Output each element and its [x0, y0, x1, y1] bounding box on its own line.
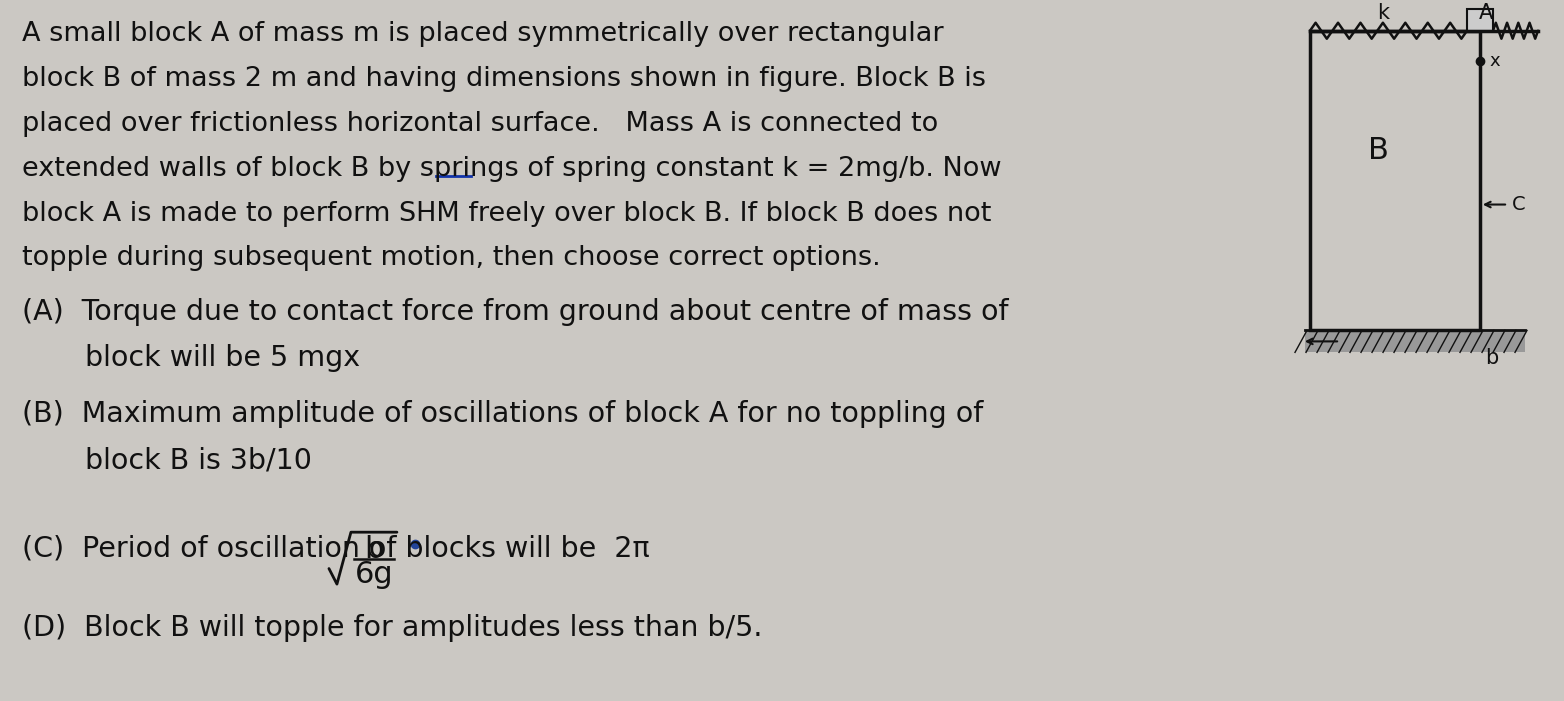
- Text: extended walls of block B by springs of spring constant k = 2mg/b. Now: extended walls of block B by springs of …: [22, 156, 1001, 182]
- Text: b: b: [364, 535, 383, 564]
- Text: (B)  Maximum amplitude of oscillations of block A for no toppling of: (B) Maximum amplitude of oscillations of…: [22, 400, 984, 428]
- Text: A small block A of mass m is placed symmetrically over rectangular: A small block A of mass m is placed symm…: [22, 21, 943, 47]
- Bar: [1467, 8, 1494, 31]
- Text: B: B: [1367, 136, 1389, 165]
- Text: (C)  Period of oscillation of blocks will be  2π: (C) Period of oscillation of blocks will…: [22, 534, 649, 562]
- Bar: [1304, 330, 1525, 353]
- Text: C: C: [1512, 195, 1525, 214]
- Text: block will be 5 mgx: block will be 5 mgx: [22, 344, 360, 372]
- Text: 6g: 6g: [355, 560, 393, 589]
- Text: (A)  Torque due to contact force from ground about centre of mass of: (A) Torque due to contact force from gro…: [22, 299, 1009, 327]
- Text: block B is 3b/10: block B is 3b/10: [22, 447, 311, 475]
- Text: A: A: [1480, 3, 1494, 22]
- Text: placed over frictionless horizontal surface.   Mass A is connected to: placed over frictionless horizontal surf…: [22, 111, 938, 137]
- Text: b: b: [1484, 348, 1498, 369]
- Text: x: x: [1489, 52, 1500, 69]
- Text: block A is made to perform SHM freely over block B. If block B does not: block A is made to perform SHM freely ov…: [22, 200, 992, 226]
- Bar: [1311, 31, 1480, 330]
- Text: block B of mass 2 m and having dimensions shown in figure. Block B is: block B of mass 2 m and having dimension…: [22, 66, 985, 92]
- Text: k: k: [1378, 3, 1389, 22]
- Text: topple during subsequent motion, then choose correct options.: topple during subsequent motion, then ch…: [22, 245, 881, 271]
- Text: (D)  Block B will topple for amplitudes less than b/5.: (D) Block B will topple for amplitudes l…: [22, 614, 763, 642]
